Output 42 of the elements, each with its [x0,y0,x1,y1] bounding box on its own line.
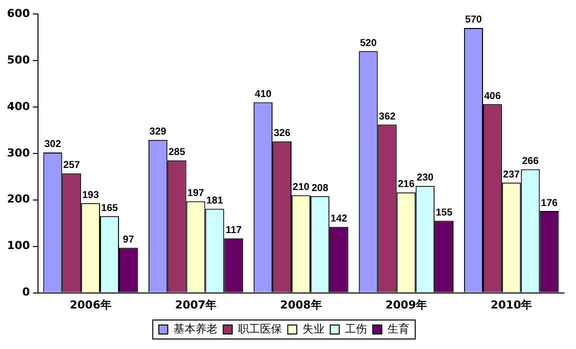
x-tick-label: 2008年 [280,298,322,312]
data-label: 210 [292,182,310,193]
data-label: 326 [274,128,291,140]
data-label: 410 [254,89,272,100]
data-label: 97 [122,234,134,246]
data-label: 142 [330,214,348,225]
x-tick-label: 2007年 [174,298,217,312]
x-tick-label: 2010年 [490,298,532,312]
y-tick-label: 0 [22,286,30,299]
y-tick-label: 200 [6,192,30,206]
y-tick-label: 500 [6,53,30,66]
y-tick-label: 400 [6,100,30,113]
data-label: 285 [168,147,186,158]
data-label: 406 [484,90,502,102]
data-label: 230 [416,172,434,184]
data-label: 197 [187,188,205,200]
data-label: 216 [398,179,415,190]
legend-label: 生育 [387,322,410,336]
data-label: 257 [63,160,80,172]
x-tick-label: 2009年 [385,298,427,312]
data-label: 208 [312,182,329,194]
data-label: 117 [226,225,242,236]
y-tick-label: 600 [6,6,30,20]
data-label: 570 [465,14,482,26]
data-label: 193 [82,190,100,201]
data-label: 266 [522,156,540,167]
data-label: 302 [44,139,62,150]
data-label: 362 [378,111,396,122]
data-label: 176 [540,198,558,209]
data-label: 165 [101,202,118,214]
data-label: 181 [206,195,224,206]
y-tick-label: 100 [6,239,30,252]
legend-label: 职工医保 [238,322,282,336]
legend-label: 基本养老 [173,322,218,336]
x-tick-label: 2006年 [70,298,112,312]
data-label: 520 [360,38,378,49]
data-label: 329 [150,126,167,138]
y-tick-label: 300 [6,146,30,160]
legend-label: 工伤 [344,322,367,336]
data-label: 155 [436,208,453,219]
legend-label: 失业 [302,322,324,336]
data-label: 237 [503,169,520,180]
